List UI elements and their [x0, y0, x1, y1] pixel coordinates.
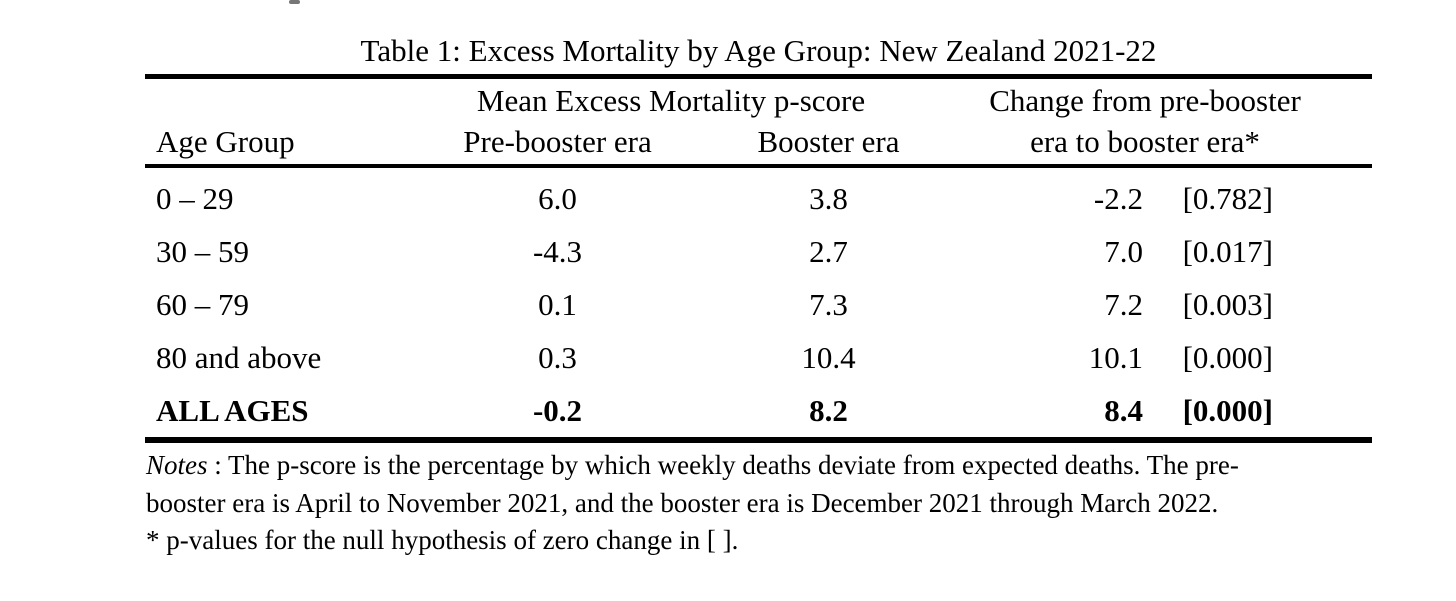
notes-line-1-text: : The p-score is the percentage by which…	[207, 450, 1239, 480]
cell-change: 7.0 [0.017]	[942, 234, 1372, 270]
table-row: 30 – 59 -4.3 2.7 7.0 [0.017]	[145, 225, 1372, 278]
cell-pre-booster: -4.3	[532, 233, 583, 269]
cell-booster: 8.2	[809, 392, 848, 428]
table-rule-bottom	[145, 437, 1372, 443]
table-row: 60 – 79 0.1 7.3 7.2 [0.003]	[145, 278, 1372, 331]
table-rule-header	[145, 164, 1372, 168]
change-value: 8.4	[1104, 392, 1143, 428]
change-p-value: [0.000]	[1182, 339, 1273, 375]
cell-change: -2.2 [0.782]	[942, 181, 1372, 217]
table-row: 0 – 29 6.0 3.8 -2.2 [0.782]	[145, 172, 1372, 225]
header-change-line2: era to booster era*	[1030, 124, 1260, 159]
cell-change: 8.4 [0.000]	[942, 393, 1372, 429]
table-notes: Notes : The p-score is the percentage by…	[146, 447, 1406, 560]
cell-age-group: ALL AGES	[156, 392, 309, 428]
change-value: 10.1	[1088, 339, 1143, 375]
notes-line-3: * p-values for the null hypothesis of ze…	[146, 525, 739, 555]
change-p-value: [0.003]	[1182, 286, 1273, 322]
notes-label: Notes	[146, 450, 208, 480]
cell-change: 10.1 [0.000]	[942, 340, 1372, 376]
cell-pre-booster: 0.3	[538, 339, 577, 375]
stray-glyph-fragment	[289, 0, 300, 4]
cell-pre-booster: 0.1	[538, 286, 577, 322]
change-value: -2.2	[1093, 180, 1143, 216]
change-p-value: [0.017]	[1182, 233, 1273, 269]
change-value: 7.0	[1104, 233, 1143, 269]
cell-pre-booster: -0.2	[532, 392, 583, 428]
table-title: Table 1: Excess Mortality by Age Group: …	[360, 33, 1157, 68]
table-body: 0 – 29 6.0 3.8 -2.2 [0.782] 30 – 59 -4.3 …	[145, 172, 1372, 437]
notes-line-2: booster era is April to November 2021, a…	[146, 487, 1219, 518]
table-rule-top	[145, 74, 1372, 79]
cell-change: 7.2 [0.003]	[942, 287, 1372, 323]
change-p-value: [0.000]	[1182, 392, 1273, 428]
cell-age-group: 30 – 59	[156, 233, 249, 269]
cell-age-group: 0 – 29	[156, 180, 234, 216]
cell-booster: 3.8	[809, 180, 848, 216]
cell-age-group: 60 – 79	[156, 286, 249, 322]
table-row: 80 and above 0.3 10.4 10.1 [0.000]	[145, 331, 1372, 384]
header-change-line1: Change from pre-booster	[989, 83, 1301, 118]
table-header-row-group: Mean Excess Mortality p-score Change fro…	[145, 81, 1372, 121]
header-pre-booster-era: Pre-booster era	[463, 124, 652, 159]
table-row-total: ALL AGES -0.2 8.2 8.4 [0.000]	[145, 384, 1372, 437]
table-header-row: Age Group Pre-booster era Booster era er…	[145, 122, 1372, 162]
notes-line-1: Notes : The p-score is the percentage by…	[146, 447, 1406, 485]
cell-booster: 2.7	[809, 233, 848, 269]
cell-pre-booster: 6.0	[538, 180, 577, 216]
change-p-value: [0.782]	[1182, 180, 1273, 216]
header-booster-era: Booster era	[757, 124, 900, 159]
change-value: 7.2	[1104, 286, 1143, 322]
cell-age-group: 80 and above	[156, 339, 322, 375]
cell-booster: 7.3	[809, 286, 848, 322]
cell-booster: 10.4	[801, 339, 856, 375]
header-mean-excess-mortality: Mean Excess Mortality p-score	[476, 83, 866, 118]
header-spacer	[145, 81, 400, 121]
header-age-group: Age Group	[156, 124, 295, 159]
